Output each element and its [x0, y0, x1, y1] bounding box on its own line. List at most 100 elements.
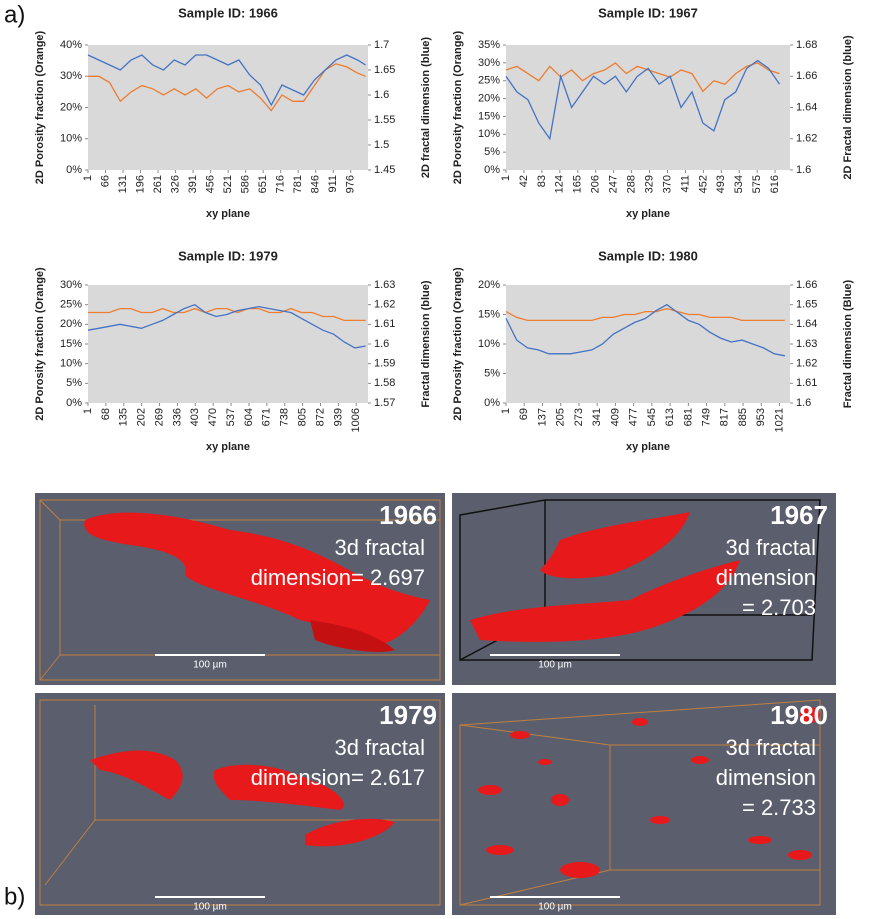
y2-tick-label: 1.62: [796, 133, 817, 145]
y2-tick-label: 1.68: [796, 39, 817, 51]
scale-label: 100 µm: [193, 902, 227, 913]
y-tick-label: 5%: [484, 367, 500, 379]
chart-title: Sample ID: 1966: [178, 5, 278, 20]
y2-axis-title: 2D fractal dimension (blue): [420, 37, 432, 179]
y2-tick-label: 1.6: [796, 164, 811, 176]
x-tick-label: 616: [769, 175, 781, 193]
plot-area: [506, 285, 790, 403]
x-tick-label: 493: [715, 175, 727, 193]
x-tick-label: 403: [189, 408, 201, 426]
y-tick-label: 40%: [60, 39, 82, 51]
series-line: [505, 303, 786, 357]
x-tick-label: 953: [755, 408, 767, 426]
panel-label: b): [4, 883, 25, 910]
x-tick-label: 68: [100, 408, 112, 420]
y-axis-title: 2D Porosity fraction (Orange): [34, 30, 46, 184]
x-tick-label: 69: [518, 408, 530, 420]
x-axis-title: xy plane: [626, 208, 670, 220]
x-tick-label: 651: [257, 175, 269, 193]
x-tick-label: 781: [292, 175, 304, 193]
x-tick-label: 1: [500, 408, 512, 414]
x-tick-label: 911: [327, 175, 339, 193]
y2-tick-label: 1.66: [796, 279, 817, 291]
render-text: 3d fractal: [726, 735, 817, 760]
y-tick-label: 0%: [66, 164, 82, 176]
x-tick-label: 477: [628, 408, 640, 426]
x-tick-label: 805: [297, 408, 309, 426]
x-tick-label: 329: [643, 175, 655, 193]
y-tick-label: 0%: [484, 397, 500, 409]
y2-tick-label: 1.45: [374, 164, 395, 176]
x-tick-label: 288: [625, 175, 637, 193]
x-tick-label: 273: [573, 408, 585, 426]
y-tick-label: 20%: [478, 279, 500, 291]
y2-tick-label: 1.63: [374, 279, 395, 291]
scale-label: 100 µm: [538, 902, 572, 913]
y-tick-label: 30%: [60, 70, 82, 82]
y2-tick-label: 1.61: [374, 318, 395, 330]
y-tick-label: 35%: [478, 39, 500, 51]
x-tick-label: 586: [240, 175, 252, 193]
panel-label: a): [4, 1, 25, 28]
x-tick-label: 66: [99, 175, 111, 187]
y-tick-label: 25%: [60, 299, 82, 311]
y-axis-title: 2D Porosity fraction (Orange): [452, 30, 464, 184]
render-1980: [452, 693, 836, 915]
y-tick-label: 30%: [60, 279, 82, 291]
render-text: dimension= 2.617: [251, 765, 425, 790]
y2-tick-label: 1.62: [374, 299, 395, 311]
x-tick-label: 976: [345, 175, 357, 193]
x-tick-label: 341: [591, 408, 603, 426]
x-tick-label: 124: [554, 175, 566, 193]
chart-title: Sample ID: 1967: [598, 5, 698, 20]
render-1967: [452, 493, 836, 685]
scale-label: 100 µm: [538, 660, 572, 671]
x-tick-label: 872: [314, 408, 326, 426]
y-tick-label: 10%: [60, 133, 82, 145]
y-tick-label: 10%: [478, 128, 500, 140]
x-axis-title: xy plane: [626, 441, 670, 453]
plot-area: [88, 45, 368, 170]
y2-tick-label: 1.58: [374, 377, 395, 389]
x-tick-label: 42: [518, 175, 530, 187]
x-tick-label: 613: [664, 408, 676, 426]
series-line: [505, 59, 781, 141]
x-tick-label: 411: [679, 175, 691, 193]
x-tick-label: 470: [207, 408, 219, 426]
y-tick-label: 5%: [66, 377, 82, 389]
series-line: [88, 63, 366, 112]
y2-tick-label: 1.65: [374, 64, 395, 76]
render-text: 3d fractal: [335, 735, 426, 760]
y2-tick-label: 1.57: [374, 397, 395, 409]
render-text: dimension: [716, 565, 816, 590]
y2-tick-label: 1.62: [796, 358, 817, 370]
x-tick-label: 671: [261, 408, 273, 426]
x-tick-label: 336: [171, 408, 183, 426]
y2-tick-label: 1.7: [374, 39, 389, 51]
series-line: [87, 303, 366, 349]
x-tick-label: 137: [536, 408, 548, 426]
x-tick-label: 749: [701, 408, 713, 426]
x-tick-label: 716: [275, 175, 287, 193]
render-1979: [35, 693, 445, 915]
x-tick-label: 452: [697, 175, 709, 193]
render-text: 3d fractal: [335, 535, 426, 560]
y-tick-label: 0%: [66, 397, 82, 409]
render-id: 1979: [379, 700, 437, 730]
y2-tick-label: 1.6: [796, 397, 811, 409]
y-tick-label: 20%: [60, 101, 82, 113]
render-text: 3d fractal: [726, 535, 817, 560]
scale-label: 100 µm: [193, 660, 227, 671]
y-tick-label: 20%: [478, 92, 500, 104]
x-tick-label: 83: [536, 175, 548, 187]
x-tick-label: 1021: [773, 408, 785, 432]
x-tick-label: 939: [332, 408, 344, 426]
y2-tick-label: 1.64: [796, 318, 817, 330]
x-tick-label: 391: [187, 175, 199, 193]
render-1966: [35, 493, 445, 685]
x-tick-label: 205: [555, 408, 567, 426]
y-tick-label: 30%: [478, 57, 500, 69]
x-tick-label: 409: [609, 408, 621, 426]
x-axis-title: xy plane: [206, 208, 250, 220]
